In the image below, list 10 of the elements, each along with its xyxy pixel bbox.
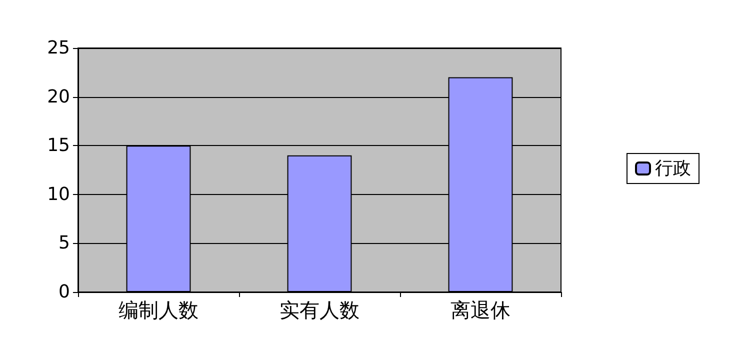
y-tick-label: 0 xyxy=(58,282,70,302)
y-tick-label: 15 xyxy=(47,135,70,156)
legend-label: 行政 xyxy=(655,158,691,179)
x-tick-label: 编制人数 xyxy=(118,298,198,322)
x-tick-label: 实有人数 xyxy=(280,298,360,322)
y-tick-label: 20 xyxy=(47,86,70,108)
y-tick-label: 5 xyxy=(58,232,70,254)
y-tick-label: 10 xyxy=(47,184,70,205)
y-tick-label: 25 xyxy=(47,38,70,58)
x-tick-label: 离退休 xyxy=(450,298,510,322)
